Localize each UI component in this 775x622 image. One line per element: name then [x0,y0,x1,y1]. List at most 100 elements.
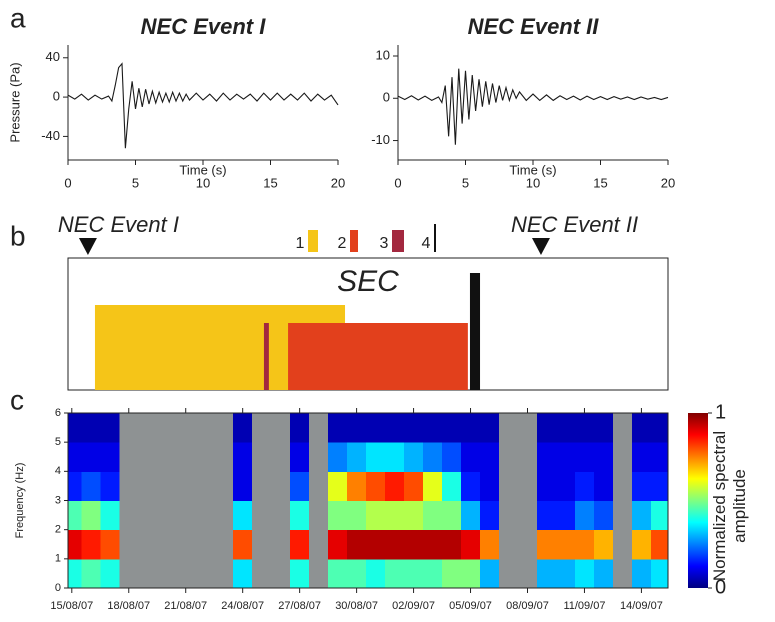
data-gap [252,471,272,501]
x-tick-label: 15/08/07 [50,600,93,612]
heatmap-cell [366,529,386,560]
y-tick-label: 6 [55,407,61,419]
heatmap-cell [290,558,310,588]
data-gap [499,471,519,501]
data-gap [271,442,291,472]
heatmap-cell [81,529,101,560]
data-gap [176,471,196,501]
heatmap-cell [81,442,101,472]
panel-label: a [10,2,26,33]
legend-label: 1 [296,235,305,252]
heatmap-cell [404,413,424,443]
x-tick-label: 21/08/07 [164,600,207,612]
heatmap-cell [385,413,405,443]
heatmap-cell [480,471,500,501]
data-gap [214,500,234,531]
heatmap-cell [423,500,443,531]
x-tick-label: 02/09/07 [392,600,435,612]
data-gap [214,442,234,472]
heatmap-cell [233,558,253,588]
x-tick-label: 27/08/07 [278,600,321,612]
x-tick-label: 15 [263,175,277,190]
data-gap [176,442,196,472]
heatmap-cell [347,529,367,560]
data-gap [518,471,538,501]
event-marker [78,238,97,255]
heatmap-cell [347,413,367,443]
heatmap-cell [574,471,595,501]
data-gap [309,529,329,560]
heatmap-cell [593,500,614,531]
data-gap [518,413,538,443]
heatmap-cell [631,442,652,472]
data-gap [252,413,272,443]
heatmap-cell [631,529,652,560]
waveform [67,62,339,149]
heatmap-cell [574,413,595,443]
heatmap-cell [68,529,82,560]
heatmap-cell [461,529,481,560]
heatmap-cell [328,442,348,472]
data-gap [499,500,519,531]
phase-bar [288,323,468,390]
heatmap-cell [574,558,595,588]
heatmap-cell [385,500,405,531]
heatmap-cell [366,500,386,531]
data-gap [518,558,538,588]
heatmap-cell [81,413,101,443]
heatmap-cell [100,500,120,531]
heatmap-cell [347,471,367,501]
heatmap-cell [555,442,576,472]
data-gap [157,442,177,472]
x-tick-label: 11/09/07 [563,600,605,612]
heatmap-cell [328,500,348,531]
heatmap-cell [631,500,652,531]
heatmap-cell [536,471,557,501]
chart-title: NEC Event II [468,14,600,39]
legend-label: 4 [422,235,431,252]
phase-bar [469,273,481,390]
data-gap [119,471,139,501]
heatmap-cell [233,529,253,560]
data-gap [499,413,519,443]
heatmap-cell [347,558,367,588]
sec-label: SEC [337,265,399,298]
data-gap [195,413,215,443]
heatmap-cell [328,413,348,443]
heatmap-cell [328,471,348,501]
data-gap [138,471,158,501]
heatmap-cell [290,413,310,443]
heatmap-cell [81,500,101,531]
heatmap-cell [404,558,424,588]
heatmap-cell [100,471,120,501]
heatmap-cell [536,442,557,472]
heatmap-cell [650,471,668,501]
data-gap [271,500,291,531]
heatmap-cell [555,558,576,588]
heatmap-cell [385,558,405,588]
heatmap-cell [423,558,443,588]
data-gap [157,500,177,531]
heatmap-cell [574,500,595,531]
heatmap-cell [650,442,668,472]
heatmap-cell [650,413,668,443]
heatmap-cell [290,471,310,501]
heatmap-cell [100,413,120,443]
data-gap [271,529,291,560]
data-gap [214,529,234,560]
x-axis-label: Time (s) [179,162,226,177]
y-axis-label: Frequency (Hz) [14,463,26,539]
heatmap-cell [555,529,576,560]
heatmap-cell [404,471,424,501]
data-gap [176,500,196,531]
y-tick-label: 1 [55,553,61,565]
data-gap [309,471,329,501]
colorbar-tick-label: 0 [715,576,726,598]
heatmap-cell [290,529,310,560]
heatmap-cell [385,471,405,501]
data-gap [612,442,633,472]
legend-label: 3 [380,235,389,252]
heatmap-cell [385,529,405,560]
data-gap [176,413,196,443]
